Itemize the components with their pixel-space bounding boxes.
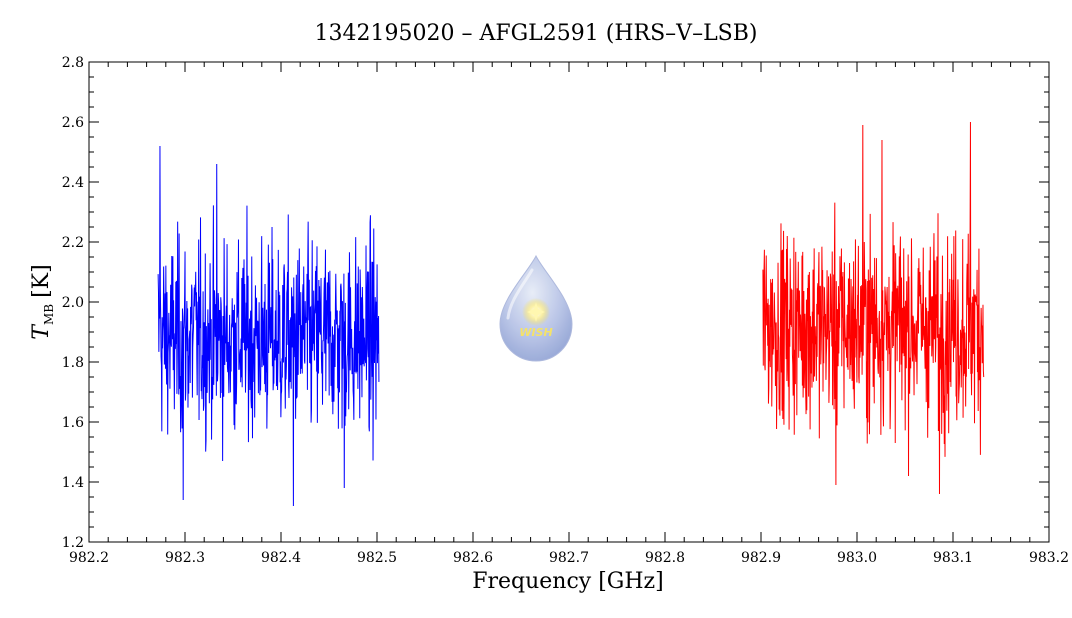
y-axis-label-sub: MB	[42, 304, 56, 325]
y-axis-label-unit: [K]	[29, 264, 54, 298]
svg-text:TMB[K]: TMB [K]	[29, 264, 56, 339]
y-tick-labels: 1.2 1.4 1.6 1.8 2.0 2.2 2.4 2.6 2.8	[62, 55, 84, 551]
x-tick-labels: 982.2 982.3 982.4 982.5 982.6 982.7 982.8 982.9…	[69, 550, 1069, 566]
y-tick-label: 1.2	[62, 535, 84, 551]
x-tick-label: 983.2	[1029, 550, 1069, 566]
wish-logo-text: WISH	[519, 326, 552, 339]
series-blue-line	[157, 145, 380, 507]
series-red-line	[762, 121, 985, 495]
tick-layer	[88, 61, 1050, 543]
y-axis-label-main: T	[29, 323, 54, 340]
x-axis-label: Frequency [GHz]	[472, 569, 664, 594]
wish-star-icon	[527, 302, 545, 322]
y-tick-label: 2.8	[62, 55, 84, 71]
chart-title: 1342195020 – AFGL2591 (HRS–V–LSB)	[315, 21, 758, 46]
y-tick-label: 2.2	[62, 235, 84, 251]
x-tick-label: 982.2	[69, 550, 109, 566]
plot-frame	[88, 61, 1050, 543]
y-tick-label: 1.8	[62, 355, 84, 371]
y-tick-label: 2.6	[62, 115, 84, 131]
x-tick-label: 983.1	[933, 550, 973, 566]
y-tick-label: 1.4	[62, 475, 84, 491]
x-tick-label: 982.8	[645, 550, 685, 566]
x-tick-label: 982.9	[741, 550, 781, 566]
y-tick-label: 1.6	[62, 415, 84, 431]
x-tick-label: 982.3	[165, 550, 205, 566]
x-tick-label: 983.0	[837, 550, 877, 566]
x-tick-label: 982.5	[357, 550, 397, 566]
y-tick-label: 2.4	[62, 175, 84, 191]
y-axis-label: TMB [K]	[29, 264, 56, 339]
wish-logo: WISH	[499, 254, 573, 362]
y-tick-label: 2.0	[62, 295, 84, 311]
x-tick-label: 982.7	[549, 550, 589, 566]
series-layer	[157, 121, 985, 507]
x-tick-label: 982.6	[453, 550, 493, 566]
x-tick-label: 982.4	[261, 550, 301, 566]
plot-area	[88, 61, 1050, 543]
